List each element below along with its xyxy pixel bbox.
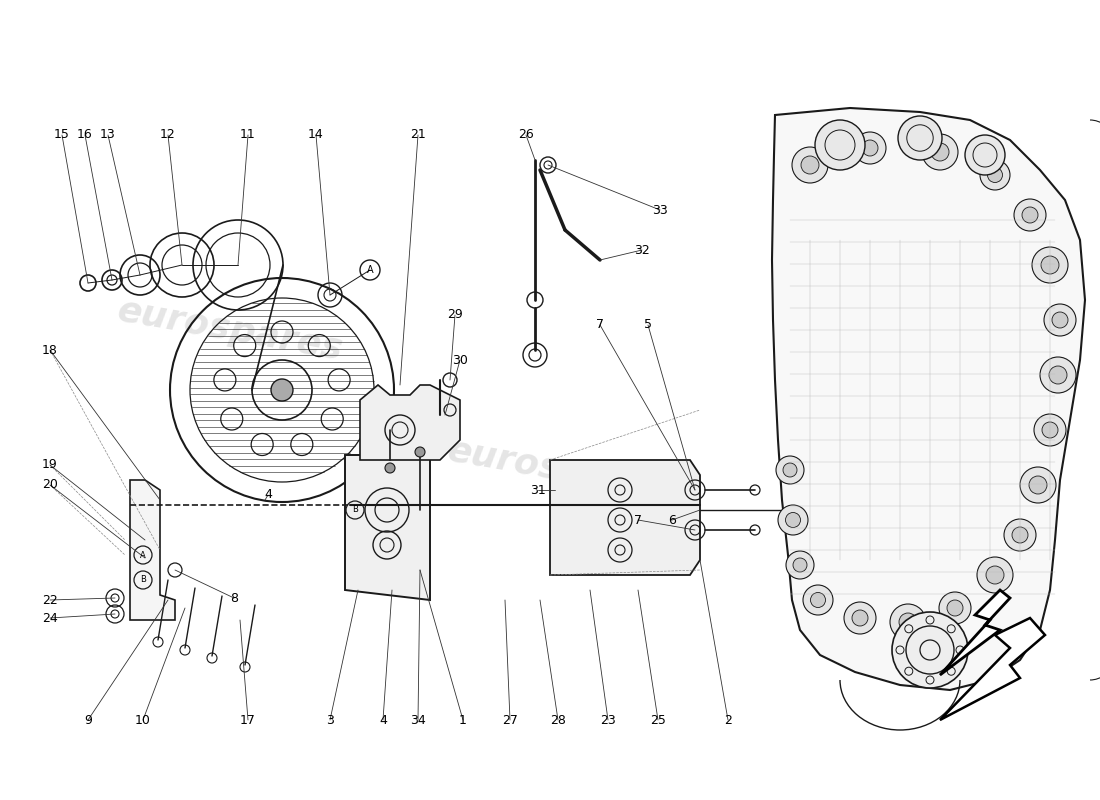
Text: 7: 7 — [634, 514, 642, 526]
Circle shape — [947, 600, 962, 616]
Circle shape — [1004, 519, 1036, 551]
Circle shape — [890, 604, 926, 640]
Circle shape — [1014, 199, 1046, 231]
Text: 28: 28 — [550, 714, 565, 726]
Text: 19: 19 — [42, 458, 58, 471]
Text: 1: 1 — [459, 714, 466, 726]
Polygon shape — [130, 480, 175, 620]
Circle shape — [783, 463, 798, 477]
Circle shape — [965, 135, 1005, 175]
Circle shape — [931, 143, 949, 161]
Circle shape — [785, 513, 801, 527]
Circle shape — [854, 132, 886, 164]
Circle shape — [988, 167, 1002, 182]
Text: 4: 4 — [379, 714, 387, 726]
Circle shape — [980, 160, 1010, 190]
Text: 2: 2 — [724, 714, 732, 726]
Circle shape — [385, 463, 395, 473]
Text: 5: 5 — [644, 318, 652, 331]
Polygon shape — [345, 455, 430, 600]
Text: eurospares: eurospares — [114, 294, 345, 366]
Circle shape — [1049, 366, 1067, 384]
Text: 13: 13 — [100, 129, 116, 142]
Polygon shape — [360, 385, 460, 460]
Text: 32: 32 — [634, 243, 650, 257]
Circle shape — [801, 156, 820, 174]
Polygon shape — [940, 618, 1045, 720]
Circle shape — [1044, 304, 1076, 336]
Circle shape — [986, 566, 1004, 584]
Text: 26: 26 — [518, 129, 534, 142]
Circle shape — [803, 585, 833, 615]
Circle shape — [1032, 247, 1068, 283]
Circle shape — [844, 602, 876, 634]
Circle shape — [1022, 207, 1038, 223]
Text: 14: 14 — [308, 129, 323, 142]
Polygon shape — [772, 108, 1085, 690]
Text: 27: 27 — [502, 714, 518, 726]
Circle shape — [1034, 414, 1066, 446]
Text: B: B — [352, 506, 358, 514]
Circle shape — [786, 551, 814, 579]
Text: 9: 9 — [84, 714, 92, 726]
Text: 21: 21 — [410, 129, 426, 142]
Circle shape — [271, 379, 293, 401]
Circle shape — [776, 456, 804, 484]
Text: 34: 34 — [410, 714, 426, 726]
Circle shape — [922, 134, 958, 170]
Circle shape — [977, 557, 1013, 593]
Circle shape — [1052, 312, 1068, 328]
Circle shape — [1020, 467, 1056, 503]
Text: 17: 17 — [240, 714, 256, 726]
Text: 15: 15 — [54, 129, 70, 142]
Circle shape — [1040, 357, 1076, 393]
Polygon shape — [940, 590, 1010, 675]
Text: A: A — [366, 265, 373, 275]
Text: 16: 16 — [77, 129, 92, 142]
Text: 11: 11 — [240, 129, 256, 142]
Circle shape — [1042, 422, 1058, 438]
Text: B: B — [140, 575, 146, 585]
Text: 31: 31 — [530, 483, 546, 497]
Text: 33: 33 — [652, 203, 668, 217]
Circle shape — [852, 610, 868, 626]
Circle shape — [786, 506, 794, 514]
Text: 24: 24 — [42, 611, 58, 625]
Circle shape — [939, 592, 971, 624]
Text: 23: 23 — [601, 714, 616, 726]
Circle shape — [898, 116, 942, 160]
Circle shape — [811, 593, 825, 607]
Text: eurospares: eurospares — [444, 434, 675, 506]
Text: 4: 4 — [264, 489, 272, 502]
Circle shape — [1028, 476, 1047, 494]
Circle shape — [792, 147, 828, 183]
Text: 20: 20 — [42, 478, 58, 491]
Text: 12: 12 — [161, 129, 176, 142]
Text: 3: 3 — [326, 714, 334, 726]
Text: 30: 30 — [452, 354, 468, 366]
Text: 6: 6 — [668, 514, 675, 526]
Circle shape — [778, 505, 808, 535]
Circle shape — [862, 140, 878, 156]
Text: 25: 25 — [650, 714, 666, 726]
Circle shape — [815, 120, 865, 170]
Circle shape — [892, 612, 968, 688]
Text: 22: 22 — [42, 594, 58, 606]
Text: A: A — [140, 550, 146, 559]
Text: 18: 18 — [42, 343, 58, 357]
Text: 29: 29 — [447, 309, 463, 322]
Circle shape — [1012, 527, 1028, 543]
Circle shape — [899, 613, 917, 631]
Text: 7: 7 — [596, 318, 604, 331]
Polygon shape — [550, 460, 700, 575]
Circle shape — [793, 558, 807, 572]
Circle shape — [1041, 256, 1059, 274]
Text: 10: 10 — [135, 714, 151, 726]
Circle shape — [415, 447, 425, 457]
Text: 8: 8 — [230, 591, 238, 605]
